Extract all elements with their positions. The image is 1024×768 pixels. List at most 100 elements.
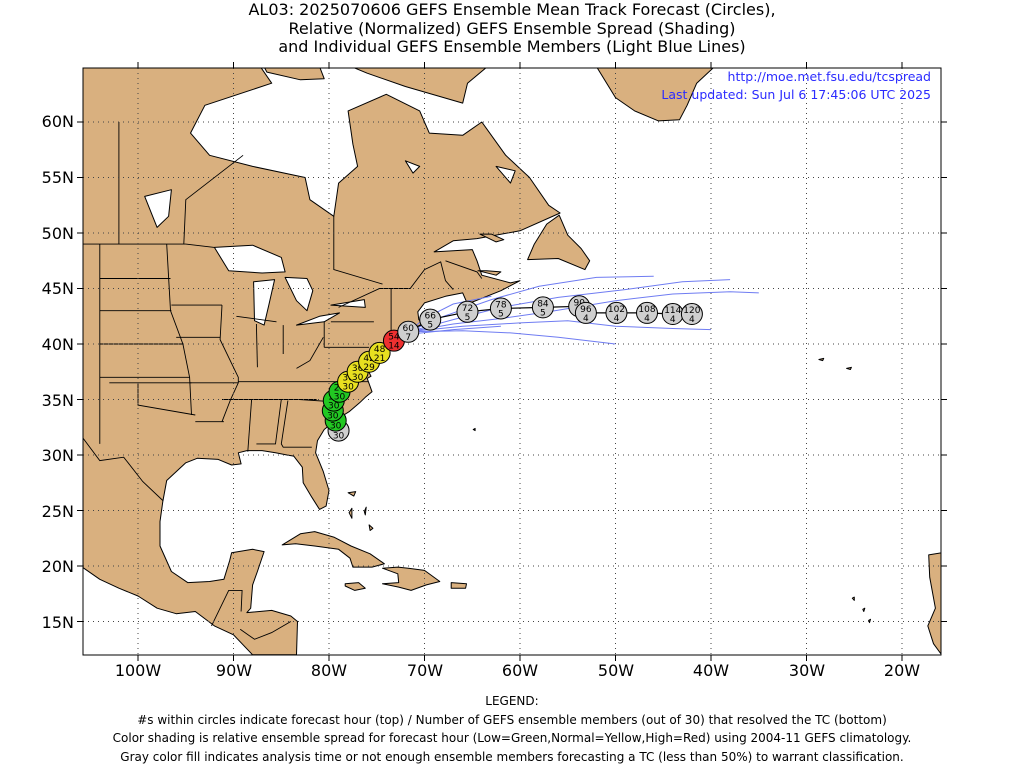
- member-count-label: 5: [498, 309, 504, 319]
- forecast-hour-label: 114: [664, 306, 681, 316]
- axis-ticks: [77, 62, 947, 661]
- state-border: [296, 337, 324, 369]
- southampton-island-land: [264, 68, 325, 81]
- legend: LEGEND: #s within circles indicate forec…: [0, 692, 1024, 766]
- azores-island: [818, 357, 825, 362]
- legend-line-1: #s within circles indicate forecast hour…: [137, 712, 887, 727]
- forecast-hour-label: 42: [363, 354, 374, 364]
- lon-tick-label: 80W: [311, 661, 347, 680]
- lon-tick-label: 30W: [789, 661, 825, 680]
- forecast-hour-circle: 845: [531, 296, 554, 319]
- country-border: [211, 589, 243, 627]
- forecast-hour-label: 108: [638, 305, 655, 315]
- legend-line-3: Gray color fill indicates analysis time …: [120, 749, 904, 764]
- political-borders: [83, 122, 483, 666]
- lon-tick-label: 60W: [502, 661, 538, 680]
- lat-tick-label: 30N: [42, 446, 74, 465]
- us-canada-border: [338, 261, 454, 308]
- member-count-label: 30: [327, 412, 339, 422]
- member-count-label: 30: [342, 383, 354, 393]
- title-line-1: AL03: 2025070606 GEFS Ensemble Mean Trac…: [248, 0, 776, 19]
- chart-title: AL03: 2025070606 GEFS Ensemble Mean Trac…: [0, 0, 1024, 57]
- member-count-label: 5: [540, 308, 546, 318]
- forecast-hour-marker: [368, 341, 391, 364]
- lat-tick-label: 35N: [42, 391, 74, 410]
- member-count-label: 4: [644, 314, 650, 324]
- mean-track-circles: 0306301230183024303030363042294821541460…: [321, 295, 703, 442]
- land-layer: [83, 68, 941, 655]
- ensemble-member-track: [408, 330, 616, 345]
- country-border: [277, 664, 295, 666]
- state-border: [247, 399, 253, 452]
- lake-labrador: [404, 160, 421, 174]
- lat-tick-label: 15N: [42, 613, 74, 632]
- bahamas-island: [363, 506, 367, 516]
- source-url-link[interactable]: http://moe.met.fsu.edu/tcspread: [728, 69, 931, 84]
- cuba-land: [281, 531, 385, 568]
- lake-melville: [495, 165, 516, 184]
- member-count-label: 30: [334, 393, 346, 403]
- forecast-hour-label: 102: [608, 305, 625, 315]
- us-mexico-border: [83, 437, 164, 501]
- member-count-label: 30: [333, 432, 345, 442]
- member-count-label: 14: [388, 342, 400, 352]
- state-border: [256, 399, 282, 445]
- newfoundland-land: [527, 214, 591, 271]
- cape-verde-island: [851, 596, 855, 601]
- bahamas-island: [347, 491, 357, 497]
- lat-tick-label: 45N: [42, 279, 74, 298]
- forecast-hour-marker: [397, 320, 420, 343]
- lon-tick-label: 40W: [693, 661, 729, 680]
- forecast-hour-label: 90: [573, 298, 585, 308]
- state-border: [255, 323, 258, 368]
- member-count-label: 7: [405, 333, 411, 343]
- lon-tick-label: 50W: [598, 661, 634, 680]
- forecast-hour-label: 96: [580, 305, 592, 315]
- member-count-label: 30: [352, 373, 364, 383]
- puerto-rico-land: [450, 582, 467, 589]
- state-border: [137, 382, 196, 416]
- forecast-hour-circle: 665: [419, 308, 442, 331]
- member-count-label: 4: [614, 314, 620, 324]
- last-updated-text: Last updated: Sun Jul 6 17:45:06 UTC 202…: [661, 87, 931, 102]
- cape-verde-island: [868, 618, 871, 624]
- member-count-label: 5: [465, 313, 471, 323]
- forecast-hour-label: 30: [342, 374, 354, 384]
- lake-superior: [213, 244, 286, 274]
- title-line-3: and Individual GEFS Ensemble Members (Li…: [278, 37, 746, 56]
- forecast-hour-marker: [636, 301, 659, 324]
- bahamas-island: [368, 524, 374, 531]
- forecast-hour-circle: 785: [489, 297, 512, 320]
- forecast-hour-marker: [489, 297, 512, 320]
- member-count-label: 30: [328, 402, 340, 412]
- member-count-label: 30: [330, 422, 342, 432]
- lon-tick-label: 70W: [407, 661, 443, 680]
- azores-island: [846, 366, 852, 370]
- lake-huron: [284, 276, 314, 312]
- ensemble-member-track: [408, 279, 731, 333]
- province-border: [333, 216, 383, 285]
- forecast-hour-label: 36: [352, 364, 364, 374]
- lake-winnipeg: [144, 189, 172, 228]
- lat-tick-label: 50N: [42, 224, 74, 243]
- africa-land: [927, 552, 941, 655]
- member-count-label: 4: [689, 315, 695, 325]
- lat-tick-label: 60N: [42, 112, 74, 131]
- member-count-label: 4: [583, 314, 589, 324]
- us-canada-border: [83, 243, 215, 248]
- ensemble-member-track: [408, 320, 712, 333]
- state-border: [280, 400, 312, 448]
- lon-tick-label: 90W: [216, 661, 252, 680]
- country-border: [239, 621, 292, 640]
- member-count-label: 4: [670, 315, 676, 325]
- forecast-hour-circle: 725: [456, 300, 479, 323]
- forecast-hour-label: 72: [462, 304, 473, 314]
- cape-verde-island: [862, 607, 866, 612]
- forecast-hour-circle: 964: [574, 301, 597, 324]
